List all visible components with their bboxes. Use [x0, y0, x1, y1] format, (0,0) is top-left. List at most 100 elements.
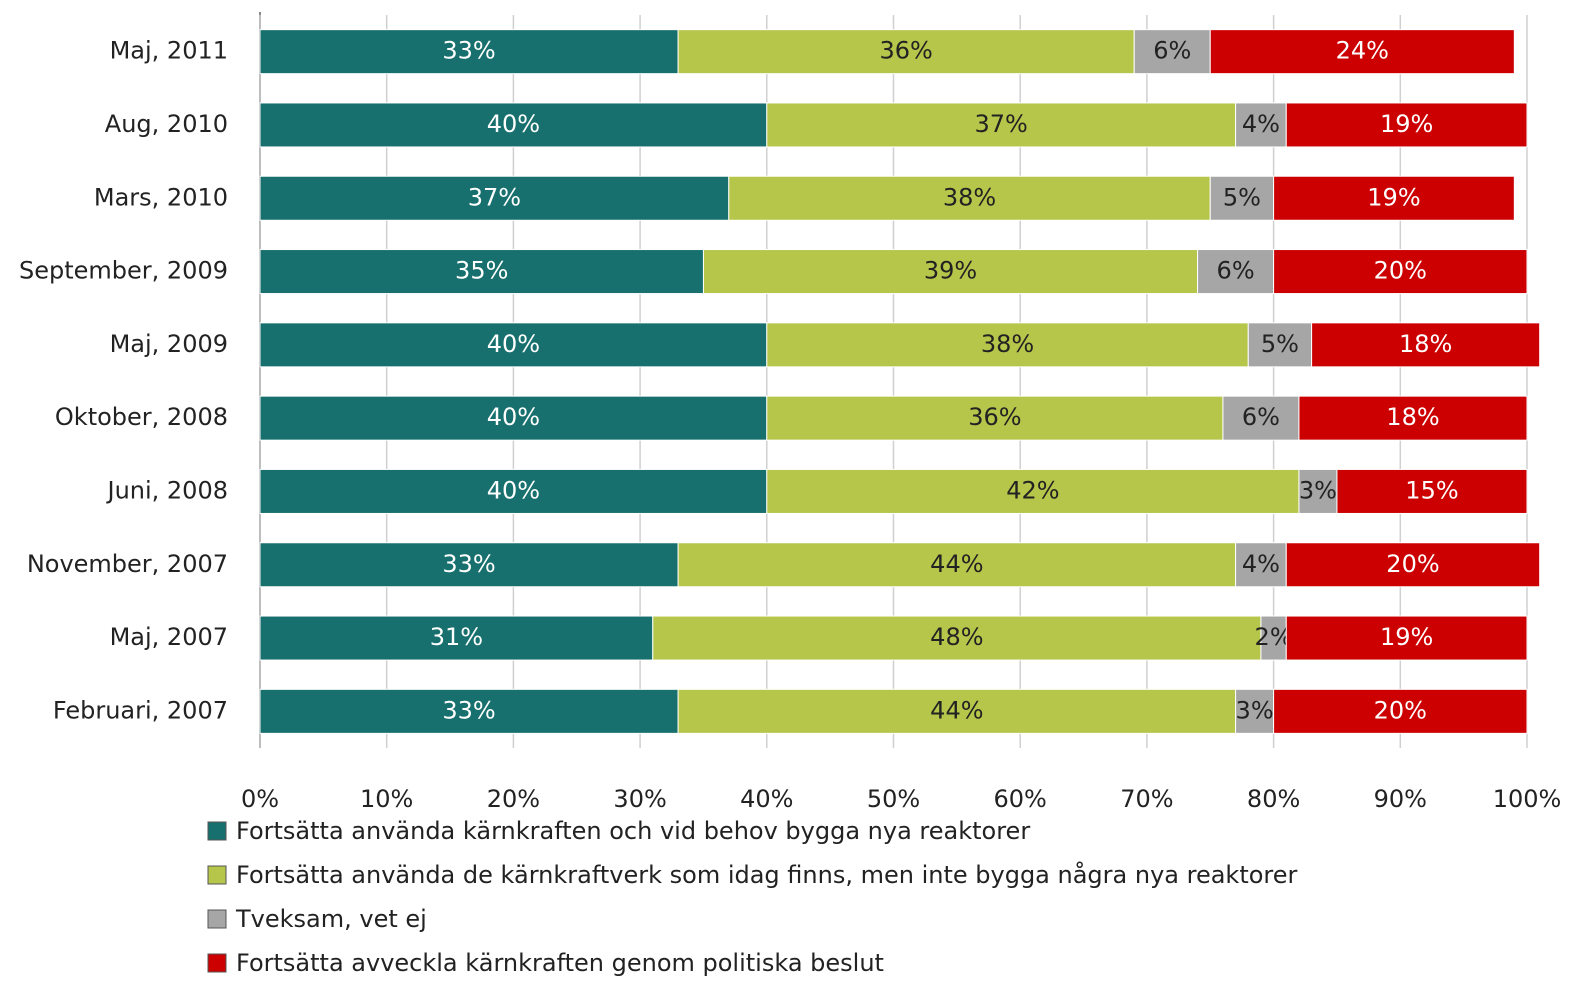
bar-segment — [259, 615, 654, 661]
y-tick-label: Oktober, 2008 — [55, 403, 228, 431]
bar-segment — [766, 322, 1249, 368]
bar-segment — [677, 688, 1237, 734]
x-tick-label: 50% — [867, 785, 920, 813]
y-tick-label: Maj, 2011 — [110, 37, 228, 65]
bar-segment — [677, 29, 1135, 75]
legend-swatch — [207, 821, 227, 841]
y-tick-label: Mars, 2010 — [94, 183, 228, 211]
bar-segment — [1209, 29, 1515, 75]
bar-segment — [259, 175, 730, 221]
data-label: 18% — [1386, 403, 1439, 431]
bar-segment — [1285, 615, 1528, 661]
data-label: 24% — [1336, 37, 1389, 65]
bar-segment — [1311, 322, 1541, 368]
x-tick-label: 20% — [487, 785, 540, 813]
x-tick-label: 80% — [1247, 785, 1300, 813]
data-label: 33% — [442, 550, 495, 578]
data-label: 6% — [1242, 403, 1280, 431]
bar-segment — [259, 322, 768, 368]
data-label: 40% — [487, 476, 540, 504]
bar-segment — [1197, 249, 1275, 295]
bar-segment — [1285, 542, 1541, 588]
data-label: 18% — [1399, 330, 1452, 358]
legend-swatch — [207, 865, 227, 885]
legend-label: Fortsätta avveckla kärnkraften genom pol… — [236, 949, 884, 977]
legend-label: Fortsätta använda de kärnkraftverk som i… — [236, 860, 1298, 889]
data-label: 4% — [1242, 550, 1280, 578]
y-tick-label: Aug, 2010 — [105, 110, 228, 138]
bar-segment — [1273, 249, 1528, 295]
bar-segment — [1273, 175, 1515, 221]
data-label: 3% — [1236, 696, 1274, 724]
data-label: 44% — [930, 550, 983, 578]
legend-swatch — [207, 909, 227, 929]
data-label: 5% — [1223, 183, 1261, 211]
data-label: 6% — [1153, 37, 1191, 65]
bar-segment — [766, 395, 1224, 441]
bar-segment — [1298, 395, 1528, 441]
data-label: 19% — [1367, 183, 1420, 211]
x-tick-label: 60% — [994, 785, 1047, 813]
data-label: 36% — [968, 403, 1021, 431]
x-tick-label: 40% — [740, 785, 793, 813]
y-tick-label: September, 2009 — [19, 257, 228, 285]
bar-segment — [259, 688, 679, 734]
y-tick-label: Februari, 2007 — [53, 696, 228, 724]
data-label: 38% — [981, 330, 1034, 358]
data-label: 4% — [1242, 110, 1280, 138]
data-label: 6% — [1217, 257, 1255, 285]
x-tick-label: 10% — [360, 785, 413, 813]
data-label: 48% — [930, 623, 983, 651]
bar-segment — [1235, 542, 1287, 588]
data-label: 39% — [924, 257, 977, 285]
y-tick-label: November, 2007 — [27, 550, 228, 578]
data-label: 5% — [1261, 330, 1299, 358]
data-label: 40% — [487, 330, 540, 358]
x-tick-label: 70% — [1120, 785, 1173, 813]
data-label: 35% — [455, 257, 508, 285]
bar-segment — [1285, 102, 1528, 148]
data-label: 20% — [1374, 696, 1427, 724]
data-label: 36% — [879, 37, 932, 65]
data-label: 42% — [1006, 476, 1059, 504]
data-label: 33% — [442, 696, 495, 724]
data-label: 20% — [1374, 257, 1427, 285]
bar-segment — [728, 175, 1211, 221]
bar-segment — [259, 395, 768, 441]
bar-segment — [1298, 468, 1338, 514]
legend-label: Fortsätta använda kärnkraften och vid be… — [236, 817, 1030, 845]
bar-segment — [259, 29, 679, 75]
y-tick-label: Maj, 2009 — [110, 330, 228, 358]
data-label: 40% — [487, 403, 540, 431]
bar-segment — [1336, 468, 1528, 514]
bar-segment — [259, 102, 768, 148]
x-tick-label: 0% — [241, 785, 279, 813]
bar-segment — [702, 249, 1199, 295]
data-label: 3% — [1299, 476, 1337, 504]
bar-segment — [677, 542, 1237, 588]
x-tick-label: 30% — [613, 785, 666, 813]
data-label: 31% — [430, 623, 483, 651]
y-tick-label: Maj, 2007 — [110, 623, 228, 651]
bar-segment — [259, 542, 679, 588]
data-label: 40% — [487, 110, 540, 138]
x-tick-label: 100% — [1493, 785, 1562, 813]
bar-segment — [1235, 102, 1287, 148]
data-label: 20% — [1386, 550, 1439, 578]
bar-segment — [766, 468, 1300, 514]
x-tick-label: 90% — [1374, 785, 1427, 813]
data-label: 19% — [1380, 623, 1433, 651]
data-label: 37% — [975, 110, 1028, 138]
bar-segment — [766, 102, 1237, 148]
bar-segment — [1260, 615, 1287, 661]
legend-label: Tveksam, vet ej — [235, 905, 427, 933]
bar-segment — [1209, 175, 1275, 221]
data-label: 44% — [930, 696, 983, 724]
data-label: 38% — [943, 183, 996, 211]
data-label: 37% — [468, 183, 521, 211]
bar-segment — [259, 249, 704, 295]
data-label: 15% — [1405, 476, 1458, 504]
legend-swatch — [207, 953, 227, 973]
y-tick-label: Juni, 2008 — [105, 476, 228, 504]
